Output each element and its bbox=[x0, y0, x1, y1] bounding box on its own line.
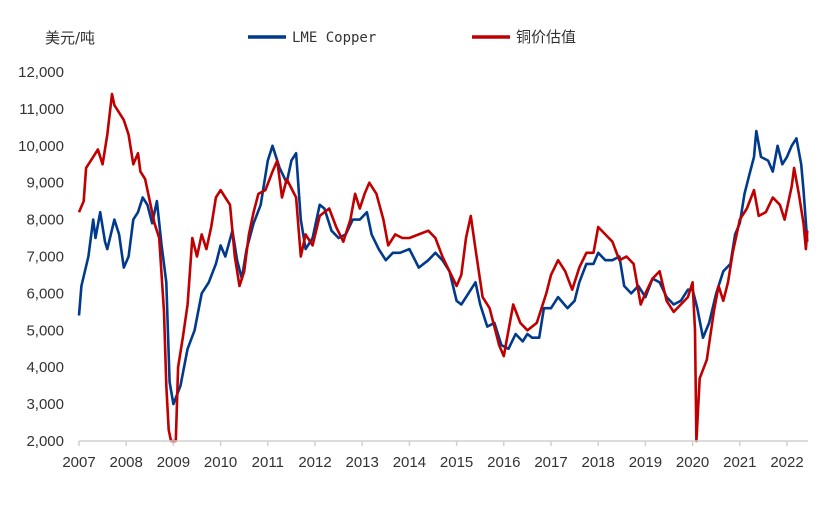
x-tick-label: 2016 bbox=[487, 454, 520, 471]
x-tick-label: 2015 bbox=[440, 454, 473, 471]
y-tick-label: 6,000 bbox=[26, 285, 64, 302]
x-tick-label: 2010 bbox=[204, 454, 237, 471]
y-tick-label: 11,000 bbox=[19, 101, 64, 118]
x-tick-label: 2020 bbox=[676, 454, 709, 471]
y-tick-label: 3,000 bbox=[26, 396, 64, 413]
x-tick-label: 2021 bbox=[723, 454, 756, 471]
x-tick-label: 2008 bbox=[110, 454, 143, 471]
x-tick-label: 2009 bbox=[157, 454, 190, 471]
y-tick-label: 4,000 bbox=[26, 359, 64, 376]
x-tick-label: 2013 bbox=[346, 454, 379, 471]
y-tick-label: 2,000 bbox=[26, 433, 64, 450]
y-tick-label: 12,000 bbox=[18, 64, 64, 81]
x-tick-label: 2018 bbox=[582, 454, 615, 471]
legend: LME Copper 铜价估值 bbox=[248, 28, 576, 46]
y-axis-unit-label: 美元/吨 bbox=[45, 29, 95, 47]
x-tick-label: 2011 bbox=[252, 454, 284, 471]
x-tick-label: 2007 bbox=[62, 454, 95, 471]
legend-label-lme-copper: LME Copper bbox=[292, 30, 376, 46]
y-tick-label: 9,000 bbox=[26, 175, 64, 192]
x-tick-label: 2022 bbox=[770, 454, 803, 471]
series-line-lme-copper bbox=[77, 129, 809, 406]
x-tick-label: 2012 bbox=[298, 454, 331, 471]
series-line-copper-valuation bbox=[77, 92, 809, 443]
y-tick-label: 8,000 bbox=[26, 212, 64, 229]
y-tick-label: 7,000 bbox=[26, 249, 64, 266]
x-tick-label: 2019 bbox=[629, 454, 662, 471]
legend-label-copper-valuation: 铜价估值 bbox=[516, 28, 576, 46]
y-tick-label: 10,000 bbox=[18, 138, 64, 155]
y-tick-label: 5,000 bbox=[26, 322, 64, 339]
x-tick-label: 2017 bbox=[534, 454, 567, 471]
x-tick-label: 2014 bbox=[393, 454, 426, 471]
